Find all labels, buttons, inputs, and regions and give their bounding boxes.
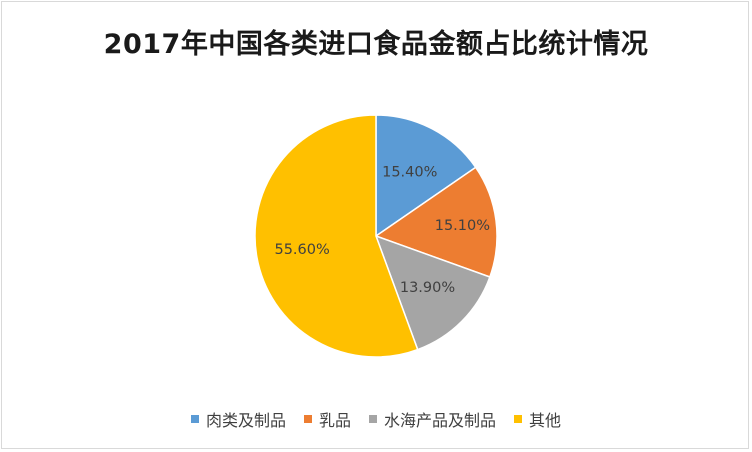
legend-item-seafood: 水海产品及制品 bbox=[369, 407, 496, 431]
legend-item-other: 其他 bbox=[514, 407, 561, 431]
legend-label-other: 其他 bbox=[529, 411, 562, 430]
data-label-other: 55.60% bbox=[274, 242, 329, 258]
pie-slice-other bbox=[254, 114, 419, 358]
pie-slice-meat bbox=[375, 114, 477, 238]
chart-title: 2017年中国各类进口食品金额占比统计情况 bbox=[103, 29, 649, 60]
data-label-seafood: 13.90% bbox=[400, 280, 455, 296]
legend-label-meat: 肉类及制品 bbox=[205, 411, 286, 430]
legend-swatch-seafood bbox=[369, 415, 377, 423]
legend-swatch-meat bbox=[190, 415, 199, 423]
pie-slice-dairy bbox=[374, 166, 498, 278]
legend: 肉类及制品 乳品 水海产品及制品 其他 bbox=[0, 406, 752, 432]
legend-swatch-dairy bbox=[303, 415, 312, 423]
legend-label-seafood: 水海产品及制品 bbox=[384, 411, 497, 430]
legend-item-meat: 肉类及制品 bbox=[190, 407, 286, 431]
legend-swatch-other bbox=[514, 415, 523, 423]
legend-label-dairy: 乳品 bbox=[318, 411, 351, 430]
data-label-meat: 15.40% bbox=[382, 165, 437, 181]
legend-item-dairy: 乳品 bbox=[303, 407, 351, 431]
pie-slice-seafood bbox=[374, 234, 491, 351]
data-label-dairy: 15.10% bbox=[435, 218, 490, 234]
